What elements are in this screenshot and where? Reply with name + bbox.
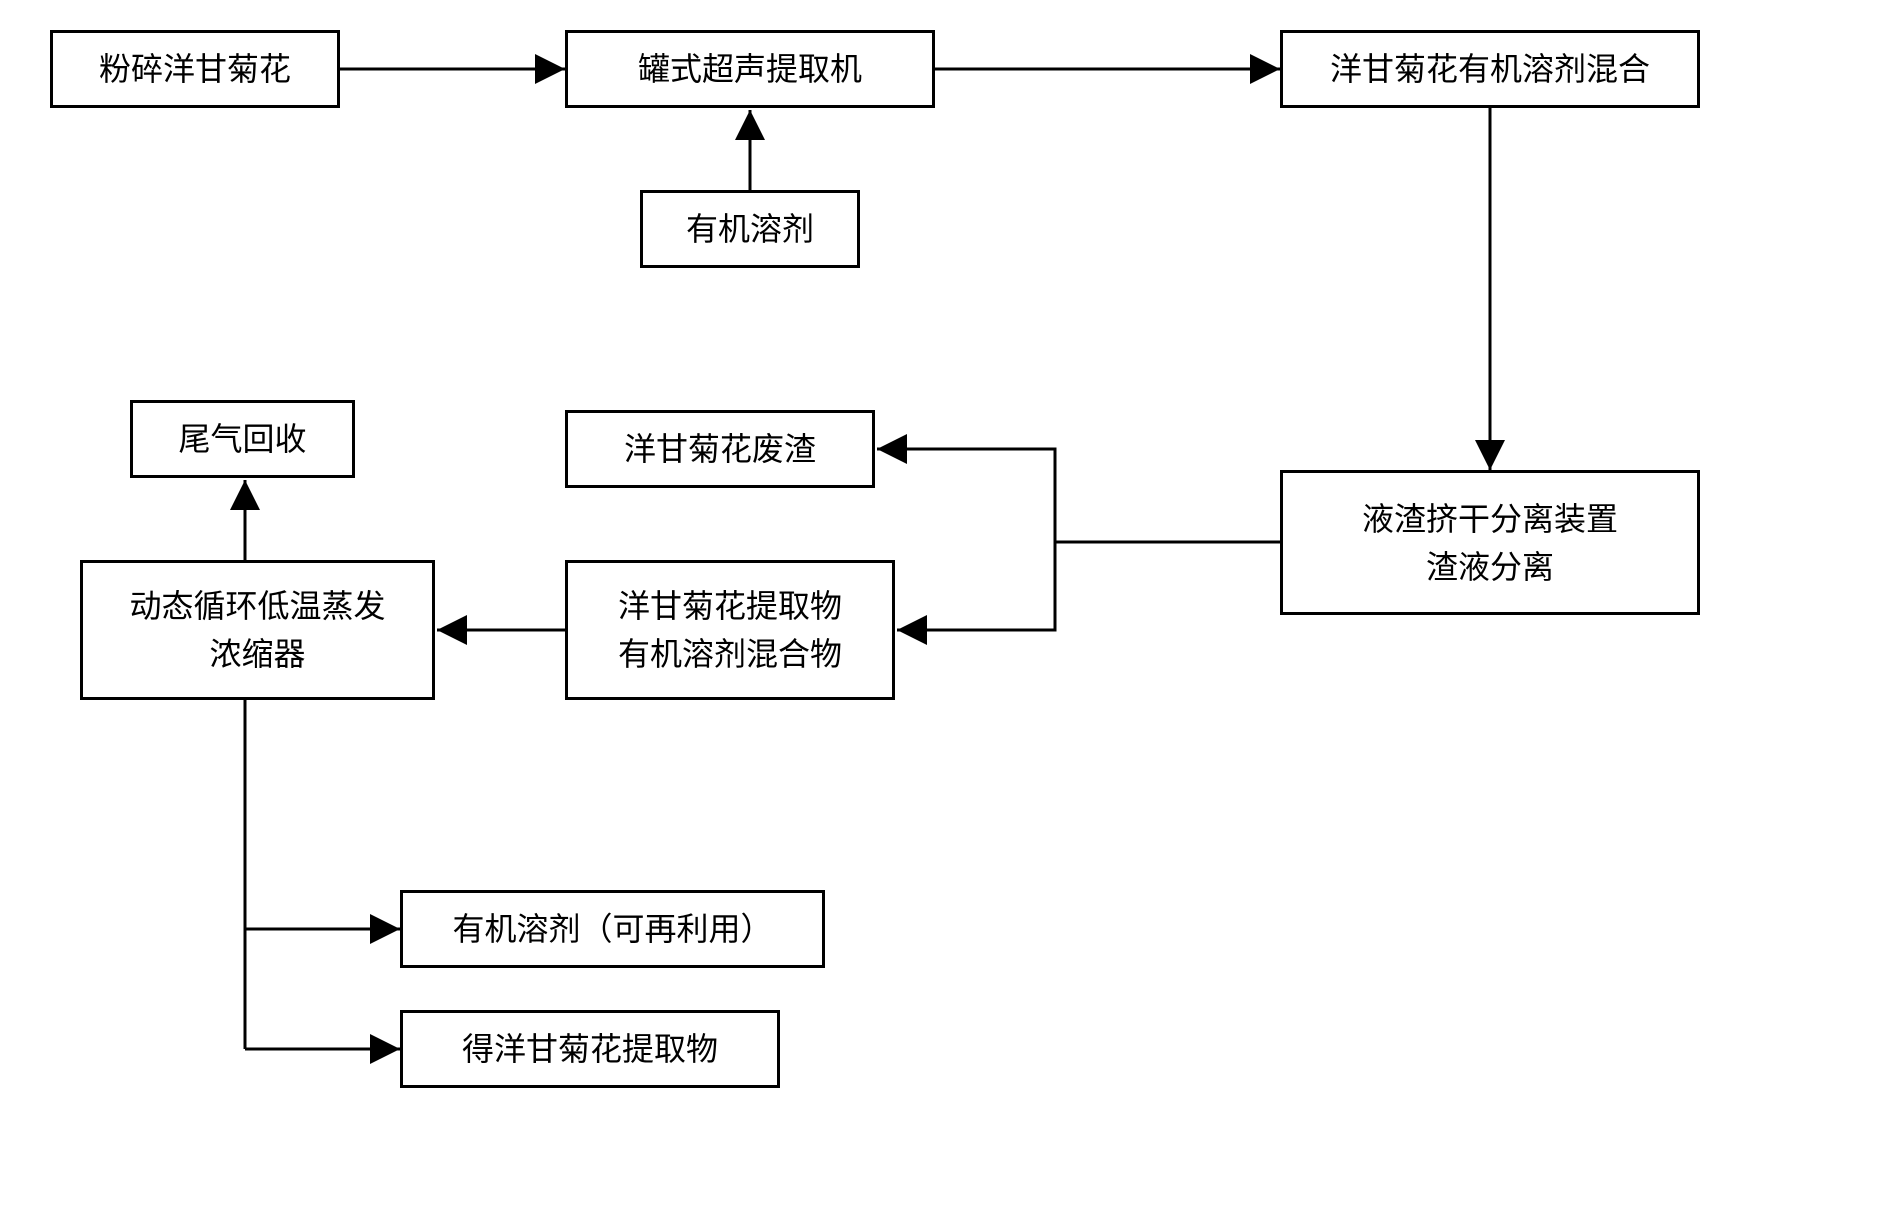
node-label: 罐式超声提取机 xyxy=(638,45,862,93)
node-label: 有机溶剂（可再利用） xyxy=(452,905,772,953)
node-label: 得洋甘菊花提取物 xyxy=(462,1025,718,1073)
node-label-line2: 有机溶剂混合物 xyxy=(618,630,842,678)
node-crush: 粉碎洋甘菊花 xyxy=(50,30,340,108)
node-waste: 洋甘菊花废渣 xyxy=(565,410,875,488)
node-label-line2: 渣液分离 xyxy=(1362,543,1618,591)
node-label-line1: 动态循环低温蒸发 xyxy=(129,582,385,630)
node-label: 洋甘菊花有机溶剂混合 xyxy=(1330,45,1650,93)
node-concentrator: 动态循环低温蒸发 浓缩器 xyxy=(80,560,435,700)
node-label-line1: 液渣挤干分离装置 xyxy=(1362,495,1618,543)
node-tailgas: 尾气回收 xyxy=(130,400,355,478)
node-label-line2: 浓缩器 xyxy=(129,630,385,678)
node-label-line1: 洋甘菊花提取物 xyxy=(618,582,842,630)
node-extract-mix: 洋甘菊花提取物 有机溶剂混合物 xyxy=(565,560,895,700)
node-solvent: 有机溶剂 xyxy=(640,190,860,268)
node-label: 尾气回收 xyxy=(178,415,306,463)
node-label: 洋甘菊花废渣 xyxy=(624,425,816,473)
node-label: 有机溶剂 xyxy=(686,205,814,253)
node-product: 得洋甘菊花提取物 xyxy=(400,1010,780,1088)
node-label: 粉碎洋甘菊花 xyxy=(99,45,291,93)
node-mix: 洋甘菊花有机溶剂混合 xyxy=(1280,30,1700,108)
node-ultrasonic: 罐式超声提取机 xyxy=(565,30,935,108)
node-reuse: 有机溶剂（可再利用） xyxy=(400,890,825,968)
edge-split-extractmix xyxy=(897,542,1055,630)
edge-split-waste xyxy=(877,449,1055,542)
node-separator: 液渣挤干分离装置 渣液分离 xyxy=(1280,470,1700,615)
